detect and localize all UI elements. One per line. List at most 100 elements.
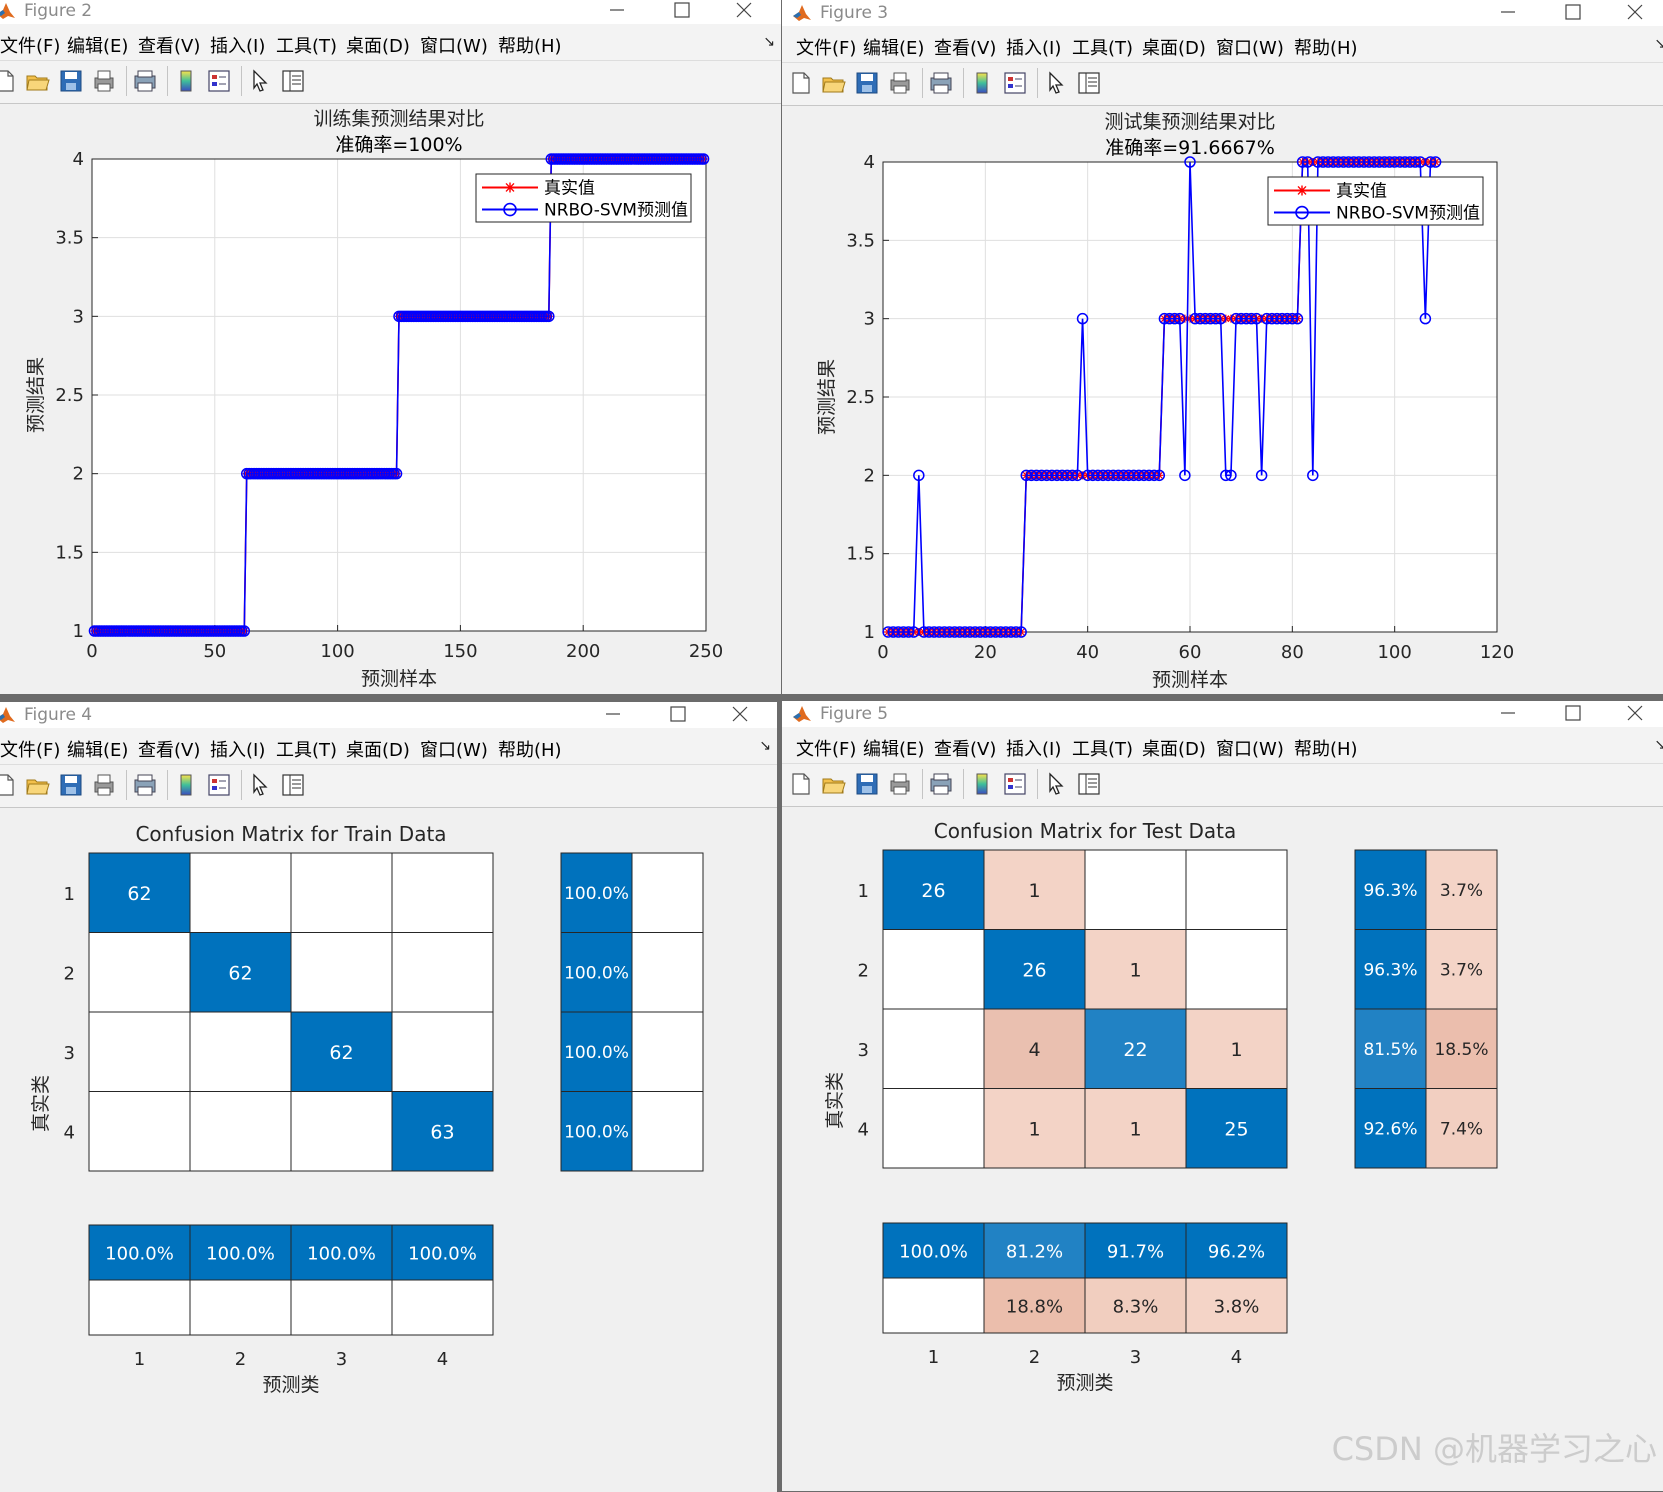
menu-overflow-icon[interactable]: ↘ [1654,36,1663,52]
panel-icon[interactable] [280,68,306,94]
menu-item[interactable]: 工具(T) [276,740,338,761]
title-bar[interactable]: Figure 4 [0,702,777,728]
printpreview-icon[interactable] [132,68,158,94]
matrix-cell-value: 1 [1028,880,1040,902]
print-icon[interactable] [887,70,913,96]
new-icon[interactable] [0,68,18,94]
minimize-button[interactable] [1497,1,1519,23]
figure-window-4[interactable]: Figure 4 文件(F) 编辑(E) 查看(V) 插入(I) 工具(T) 桌面(D) 窗口… [0,702,777,1492]
col-summary-cell [88,1279,191,1336]
menu-item[interactable]: 查看(V) [934,739,997,760]
colorbar-icon[interactable] [173,772,199,798]
pointer-icon[interactable] [1043,70,1069,96]
menu-item[interactable]: 编辑(E) [863,739,925,760]
predicted-point [1015,626,1027,638]
legend-icon[interactable] [1002,771,1028,797]
menu-overflow-icon[interactable]: ↘ [1654,737,1663,753]
menu-item[interactable]: 窗口(W) [1216,739,1284,760]
maximize-button[interactable] [1562,702,1584,724]
panel-icon[interactable] [280,772,306,798]
open-icon[interactable] [821,771,847,797]
menu-item[interactable]: 桌面(D) [1142,38,1206,59]
menu-item[interactable]: 窗口(W) [420,36,488,57]
panel-icon[interactable] [1076,771,1102,797]
close-button[interactable] [733,0,755,21]
colorbar-icon[interactable] [969,771,995,797]
menu-item[interactable]: 帮助(H) [1294,739,1358,760]
save-icon[interactable] [58,772,84,798]
new-icon[interactable] [788,771,814,797]
menu-item[interactable]: 插入(I) [210,36,266,57]
colorbar-icon[interactable] [173,68,199,94]
title-bar[interactable]: Figure 3 [782,0,1663,26]
menu-item[interactable]: 文件(F) [0,740,61,761]
menu-item[interactable]: 帮助(H) [498,36,562,57]
figure-window-2[interactable]: Figure 2 文件(F) 编辑(E) 查看(V) 插入(I) 工具(T) 桌面(D) 窗口… [0,0,781,694]
menu-item[interactable]: 工具(T) [276,36,338,57]
menu-item[interactable]: 编辑(E) [67,740,129,761]
save-icon[interactable] [58,68,84,94]
figure-window-3[interactable]: Figure 3 文件(F) 编辑(E) 查看(V) 插入(I) 工具(T) 桌面(D) 窗口… [782,0,1663,694]
close-button[interactable] [1624,702,1646,724]
open-icon[interactable] [821,70,847,96]
new-icon[interactable] [0,772,18,798]
menu-overflow-icon[interactable]: ↘ [763,34,775,50]
title-bar[interactable]: Figure 5 [782,701,1663,727]
menu-item[interactable]: 工具(T) [1072,38,1134,59]
legend-icon[interactable] [206,772,232,798]
new-icon[interactable] [788,70,814,96]
menu-item[interactable]: 查看(V) [138,36,201,57]
menu-item[interactable]: 桌面(D) [1142,739,1206,760]
menu-item[interactable]: 插入(I) [1006,38,1062,59]
menu-item[interactable]: 帮助(H) [1294,38,1358,59]
menu-item[interactable]: 窗口(W) [420,740,488,761]
legend-icon[interactable] [1002,70,1028,96]
menu-item[interactable]: 插入(I) [1006,739,1062,760]
legend-icon[interactable] [206,68,232,94]
menu-item[interactable]: 工具(T) [1072,739,1134,760]
menu-item[interactable]: 编辑(E) [67,36,129,57]
save-icon[interactable] [854,70,880,96]
minimize-button[interactable] [606,0,628,21]
save-icon[interactable] [854,771,880,797]
menu-item[interactable]: 编辑(E) [863,38,925,59]
maximize-button[interactable] [1562,1,1584,23]
menu-overflow-icon[interactable]: ↘ [759,738,771,754]
open-icon[interactable] [25,68,51,94]
print-icon[interactable] [91,68,117,94]
colorbar-icon[interactable] [969,70,995,96]
pointer-icon[interactable] [247,68,273,94]
printpreview-icon[interactable] [132,772,158,798]
menu-item[interactable]: 查看(V) [138,740,201,761]
menu-item[interactable]: 桌面(D) [346,36,410,57]
minimize-button[interactable] [1497,702,1519,724]
row-summary-value: 92.6% [1363,1119,1417,1139]
menu-item[interactable]: 文件(F) [0,36,61,57]
figure-window-5[interactable]: Figure 5 文件(F) 编辑(E) 查看(V) 插入(I) 工具(T) 桌面(D) 窗口… [782,701,1663,1491]
minimize-button[interactable] [602,703,624,725]
menu-item[interactable]: 帮助(H) [498,740,562,761]
pointer-icon[interactable] [247,772,273,798]
menu-item[interactable]: 窗口(W) [1216,38,1284,59]
pointer-icon[interactable] [1043,771,1069,797]
column-class-label: 3 [1130,1347,1141,1368]
title-bar[interactable]: Figure 2 [0,0,781,24]
col-summary-value: 100.0% [899,1242,968,1263]
maximize-button[interactable] [667,703,689,725]
print-icon[interactable] [887,771,913,797]
maximize-button[interactable] [671,0,693,21]
open-icon[interactable] [25,772,51,798]
panel-icon[interactable] [1076,70,1102,96]
row-class-label: 1 [64,884,75,905]
predicted-point [913,469,925,482]
menu-item[interactable]: 桌面(D) [346,740,410,761]
menu-item[interactable]: 插入(I) [210,740,266,761]
menu-item[interactable]: 查看(V) [934,38,997,59]
close-button[interactable] [1624,1,1646,23]
printpreview-icon[interactable] [928,771,954,797]
close-button[interactable] [729,703,751,725]
menu-item[interactable]: 文件(F) [796,739,857,760]
menu-item[interactable]: 文件(F) [796,38,857,59]
printpreview-icon[interactable] [928,70,954,96]
print-icon[interactable] [91,772,117,798]
